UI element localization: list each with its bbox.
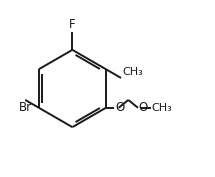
Text: F: F (69, 18, 76, 32)
Text: O: O (138, 101, 148, 114)
Text: CH₃: CH₃ (152, 103, 172, 113)
Text: O: O (115, 101, 125, 114)
Text: Br: Br (19, 101, 32, 114)
Text: CH₃: CH₃ (122, 67, 143, 77)
